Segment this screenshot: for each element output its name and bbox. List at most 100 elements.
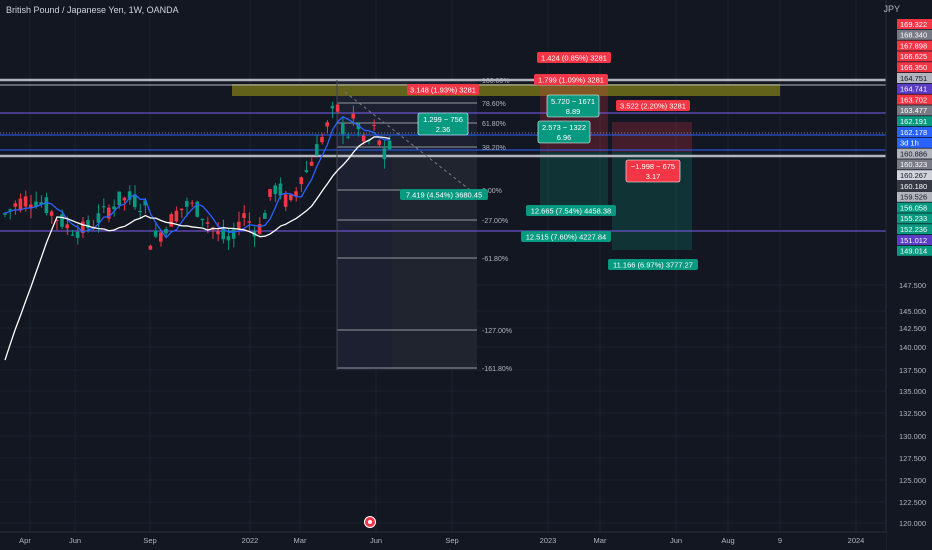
candle-body	[330, 105, 335, 109]
measure-label-bg	[521, 231, 611, 242]
candle-body	[226, 236, 231, 241]
time-axis-label: Jun	[670, 536, 682, 545]
price-tag: 163.702	[900, 95, 927, 104]
price-axis-tick: 147.500	[899, 281, 926, 290]
price-axis-tick: 130.000	[899, 432, 926, 441]
fib-level-label: 61.80%	[482, 121, 506, 128]
price-tag-bg	[897, 116, 932, 127]
candle-body	[315, 144, 319, 156]
price-tag-bg	[897, 148, 932, 159]
price-tag: 166.350	[900, 63, 927, 72]
price-tag: 163.477	[900, 106, 927, 115]
price-tag-bg	[897, 235, 932, 245]
price-tag-bg	[897, 62, 932, 73]
measure-label-bg	[526, 205, 616, 216]
time-axis-panel	[0, 532, 886, 550]
measure-label: 12.665 (7.54%) 4458.38	[531, 207, 611, 216]
reset-scale-icon[interactable]	[364, 516, 376, 528]
price-tag-bg	[897, 202, 932, 213]
price-tag-bg	[897, 137, 932, 148]
time-axis-label: 2024	[848, 536, 865, 545]
fib-shade-inner	[392, 152, 477, 370]
price-tag: 160.886	[900, 149, 927, 158]
candle-body	[65, 224, 69, 229]
price-tag-bg	[897, 181, 932, 191]
candle-body	[361, 135, 366, 142]
candle-body	[205, 222, 210, 224]
time-axis-label: Mar	[594, 536, 607, 545]
candle-body	[237, 221, 241, 230]
fib-level-label: 100.00%	[482, 78, 510, 85]
candle-body	[133, 194, 137, 208]
candle-body	[60, 214, 64, 227]
measure-label: 1.424 (0.85%) 3281	[541, 54, 607, 63]
price-tag-bg	[897, 73, 932, 83]
currency-label: JPY	[883, 4, 900, 14]
price-tag-bg	[897, 29, 932, 40]
measure-box-bg	[537, 120, 591, 144]
fib-level-label: 0.00%	[482, 188, 502, 195]
measure-box-line1: 2.573 − 1322	[542, 123, 586, 132]
fib-level-label: -61.80%	[482, 256, 508, 263]
candle-body	[320, 136, 324, 143]
price-tag-bg	[897, 191, 932, 202]
price-tag-bg	[897, 213, 932, 224]
candle-body	[107, 207, 111, 219]
candle-body	[190, 202, 194, 204]
price-tag-bg	[897, 245, 932, 256]
candle-body	[289, 194, 293, 201]
measure-label: 1.799 (1.09%) 3281	[538, 76, 604, 85]
time-axis-label: Sep	[143, 536, 156, 545]
price-tag: 156.058	[900, 203, 927, 212]
measure-label: 3.522 (2.20%) 3281	[620, 102, 686, 111]
time-axis-label: Apr	[19, 536, 31, 545]
candle-body	[8, 209, 12, 211]
price-tag: 152.236	[900, 225, 927, 234]
candle-body	[231, 229, 236, 239]
measure-label: 7.419 (4.54%) 3680.45	[406, 191, 482, 200]
candle-body	[174, 210, 179, 222]
candle-body	[75, 231, 80, 238]
measure-box-line1: 5.720 − 1671	[551, 97, 595, 106]
candle-body	[39, 202, 43, 205]
price-tag: 168.340	[900, 31, 927, 40]
candle-body	[283, 194, 288, 207]
price-tag: 155.233	[900, 214, 927, 223]
time-axis-label: Mar	[294, 536, 307, 545]
candle-body	[299, 177, 303, 185]
candle-body	[179, 208, 184, 211]
candle-body	[164, 228, 168, 234]
measure-box-line2: 3.17	[646, 172, 661, 181]
price-tag: 164.751	[900, 74, 927, 83]
candle-body	[387, 140, 392, 150]
price-axis-tick: 127.500	[899, 454, 926, 463]
candle-body	[278, 183, 283, 196]
measure-label: 12.515 (7.60%) 4227.84	[526, 233, 606, 242]
candle-body	[127, 191, 132, 200]
candle-body	[195, 201, 199, 217]
candle-body	[3, 213, 7, 215]
candle-body	[138, 210, 142, 213]
price-axis-tick: 137.500	[899, 366, 926, 375]
candle-body	[257, 224, 262, 235]
candle-body	[153, 230, 158, 237]
measure-box-line1: −1.998 − 675	[631, 162, 675, 171]
time-axis-label: 2023	[540, 536, 557, 545]
price-axis-tick: 120.000	[899, 519, 926, 528]
candle-body	[159, 232, 163, 242]
candle-body	[372, 124, 376, 126]
price-tag: 164.741	[900, 85, 927, 94]
candle-body	[304, 170, 309, 173]
price-axis-tick: 140.000	[899, 343, 926, 352]
moving-average-slow	[4, 136, 390, 361]
candle-body	[49, 211, 54, 216]
short2-stop-area	[612, 122, 692, 152]
candle-body	[382, 148, 387, 160]
price-tag: 151.012	[900, 236, 927, 245]
symbol-title: British Pound / Japanese Yen, 1W, OANDA	[6, 5, 179, 15]
fib-level-label: 78.60%	[482, 101, 506, 108]
candle-body	[247, 221, 251, 223]
price-tag: 160.267	[900, 171, 927, 180]
measure-label-bg	[537, 52, 611, 63]
